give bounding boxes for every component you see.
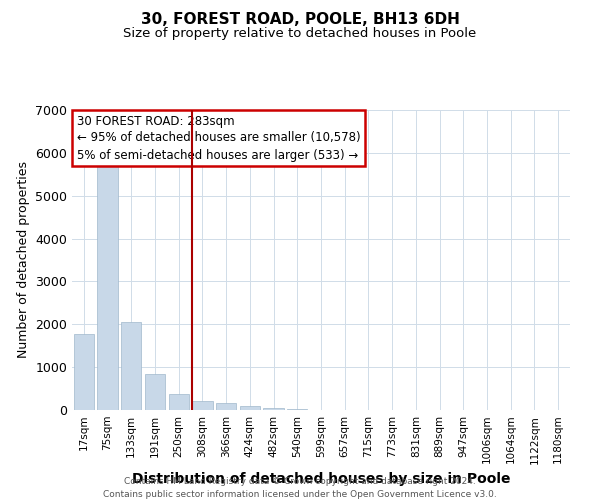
Text: Contains HM Land Registry data © Crown copyright and database right 2024.: Contains HM Land Registry data © Crown c…: [124, 478, 476, 486]
Bar: [169, 394, 189, 410]
Text: 30 FOREST ROAD: 283sqm
← 95% of detached houses are smaller (10,578)
5% of semi-: 30 FOREST ROAD: 283sqm ← 95% of detached…: [77, 114, 361, 162]
Bar: [121, 322, 142, 410]
X-axis label: Distribution of detached houses by size in Poole: Distribution of detached houses by size …: [132, 472, 510, 486]
Bar: [97, 164, 118, 410]
Bar: [263, 408, 284, 410]
Bar: [193, 400, 212, 410]
Text: Contains public sector information licensed under the Open Government Licence v3: Contains public sector information licen…: [103, 490, 497, 499]
Bar: [145, 374, 165, 410]
Bar: [240, 406, 260, 410]
Bar: [74, 334, 94, 410]
Text: 30, FOREST ROAD, POOLE, BH13 6DH: 30, FOREST ROAD, POOLE, BH13 6DH: [140, 12, 460, 28]
Bar: [216, 402, 236, 410]
Y-axis label: Number of detached properties: Number of detached properties: [17, 162, 29, 358]
Bar: [287, 409, 307, 410]
Text: Size of property relative to detached houses in Poole: Size of property relative to detached ho…: [124, 28, 476, 40]
